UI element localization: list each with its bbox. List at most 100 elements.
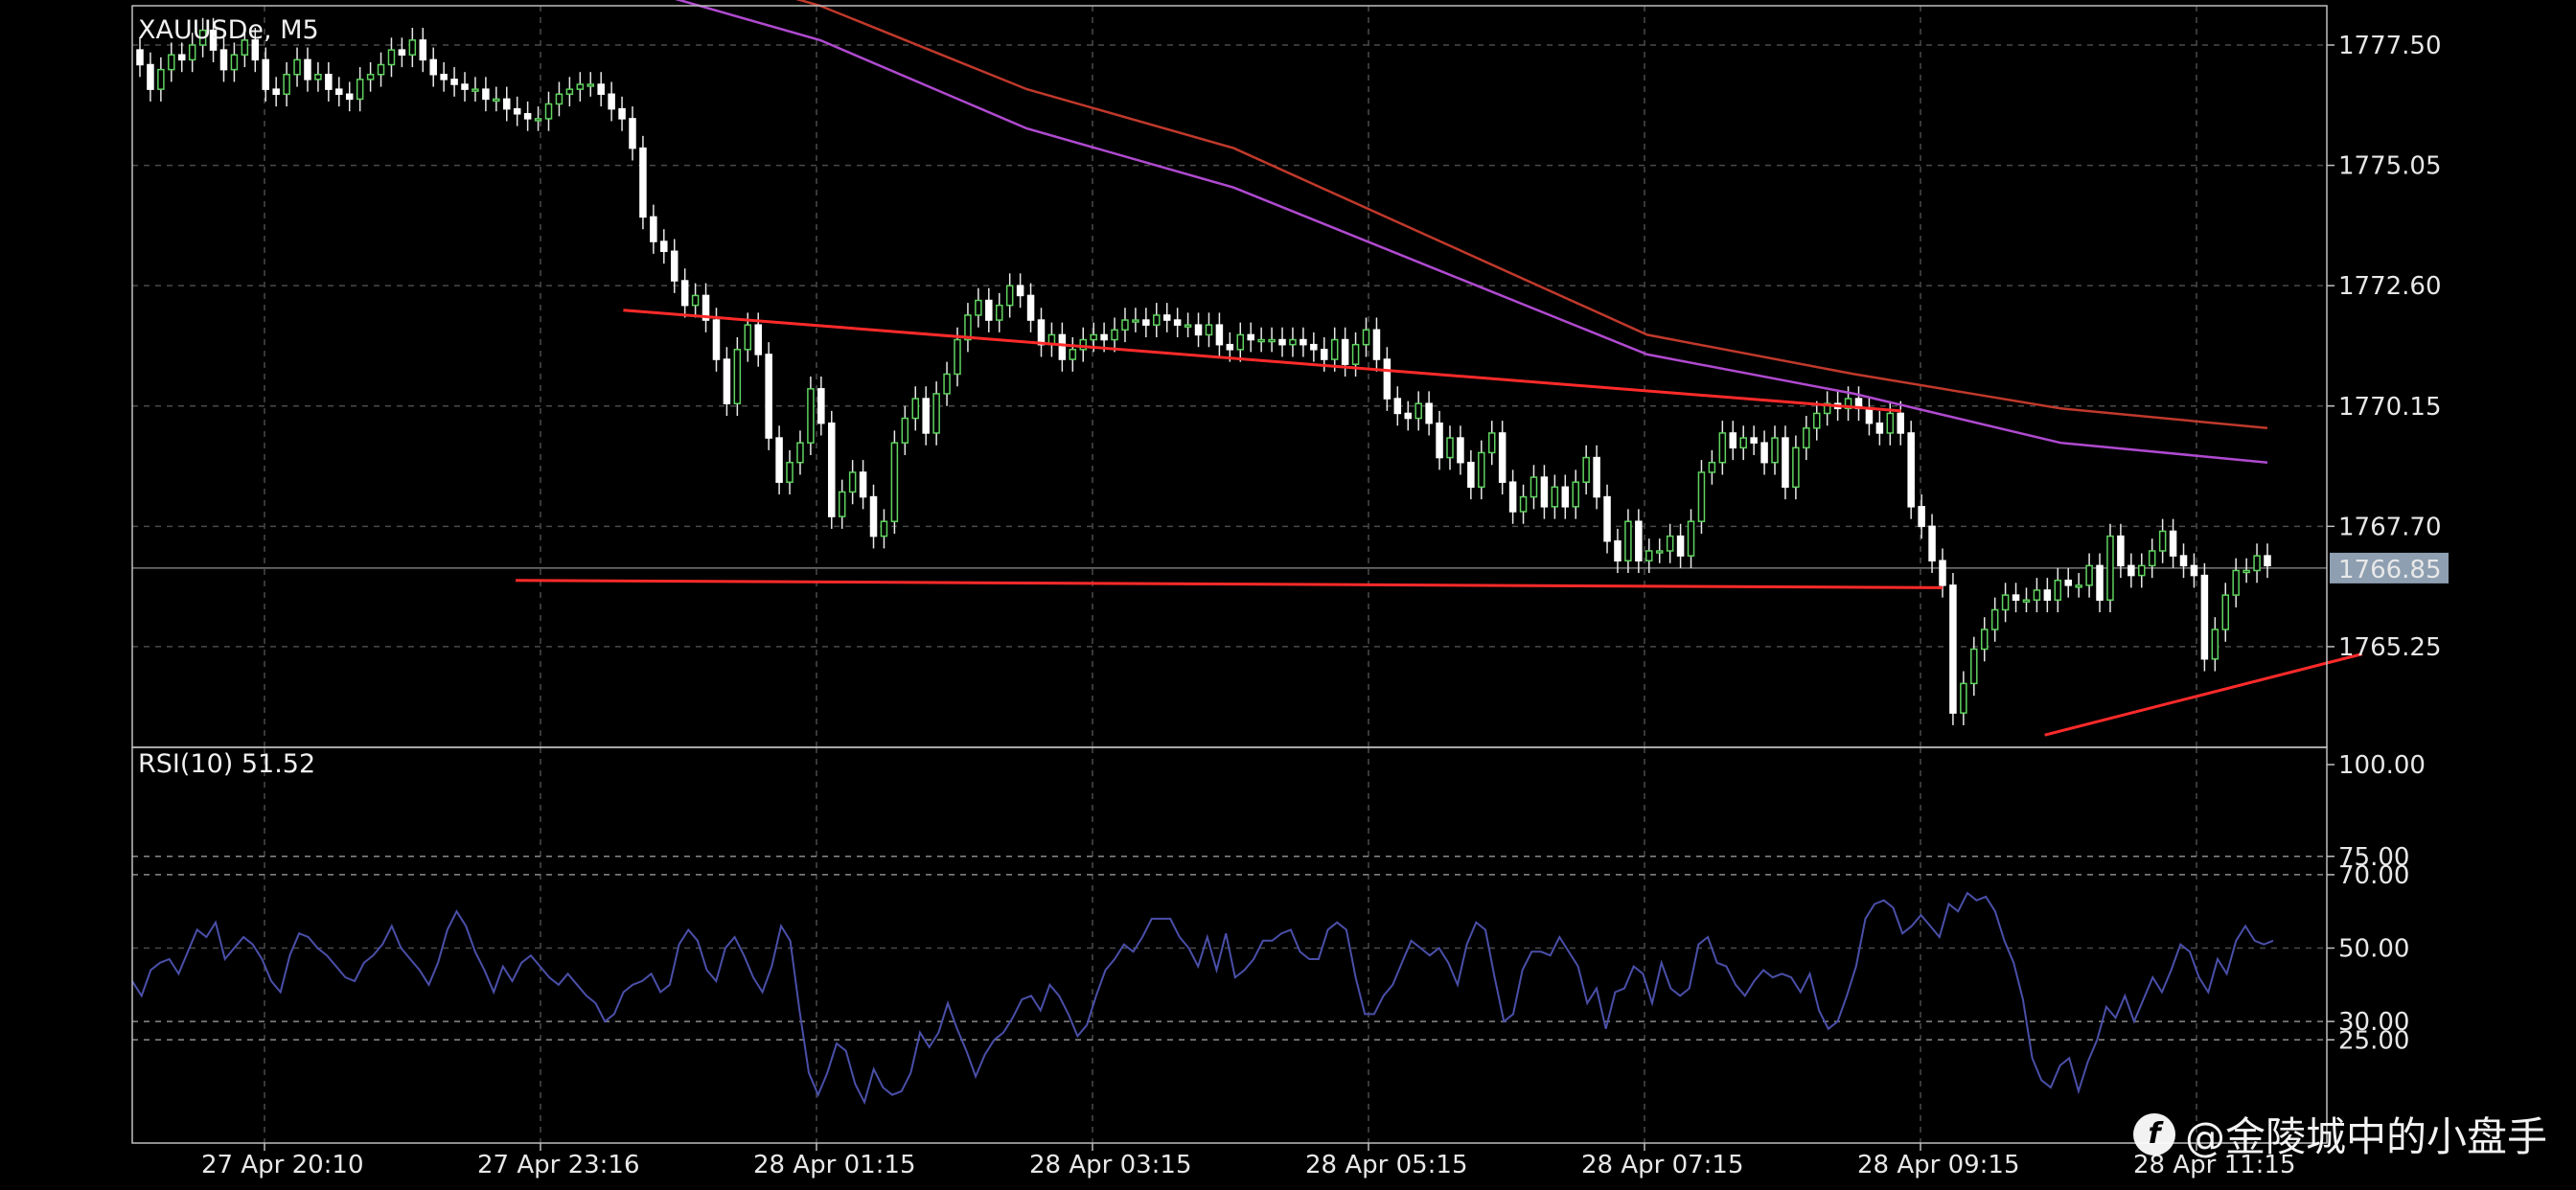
candle-up — [1823, 402, 1831, 415]
watermark-logo-icon: f — [2132, 1112, 2175, 1156]
rsi-panel-border — [131, 746, 2328, 1144]
candle-up — [1739, 437, 1747, 449]
candle-down — [2064, 579, 2072, 586]
current-price-label: 1766.85 — [2338, 556, 2442, 584]
candle-up — [534, 118, 542, 122]
candle-up — [2001, 594, 2010, 611]
candle-down — [1729, 432, 1737, 449]
candle-up — [586, 83, 595, 87]
rsi-line — [131, 891, 2274, 1106]
candle-down — [922, 398, 930, 434]
y-tick-label: 1775.05 — [2338, 152, 2442, 181]
candle-up — [283, 74, 290, 96]
trendline — [2044, 652, 2363, 737]
candle-up — [807, 388, 815, 444]
candle-up — [2221, 594, 2230, 630]
candle-up — [198, 29, 207, 46]
candle-up — [2075, 584, 2082, 588]
candle-up — [157, 68, 165, 90]
candle-down — [1173, 319, 1182, 326]
candle-down — [1247, 333, 1254, 341]
candle-up — [241, 39, 249, 57]
candle-down — [1897, 412, 1904, 434]
y-tick-label: 1777.50 — [2338, 32, 2442, 60]
candle-up — [1582, 456, 1590, 483]
candle-down — [1750, 437, 1758, 444]
candle-up — [2158, 530, 2167, 552]
rsi-tick-label: 70.00 — [2338, 861, 2409, 890]
candle-down — [251, 39, 260, 61]
candle-down — [1907, 432, 1915, 508]
candle-up — [1446, 437, 1454, 459]
moving-average-line — [795, 0, 2268, 430]
candle-up — [943, 373, 951, 395]
candle-up — [1990, 608, 1999, 630]
candle-up — [1132, 319, 1139, 323]
y-tick-label: 1767.70 — [2338, 513, 2442, 541]
y-tick-label: 1770.15 — [2338, 393, 2442, 422]
rsi-tick-label: 50.00 — [2338, 935, 2409, 964]
y-tick-label: 1772.60 — [2338, 272, 2442, 301]
candle-up — [1487, 432, 1496, 454]
candle-up — [555, 93, 564, 105]
candle-down — [1300, 338, 1307, 346]
candle-up — [1519, 495, 1528, 513]
candle-up — [838, 491, 846, 517]
candle-down — [1215, 324, 1224, 346]
candle-up — [1111, 329, 1118, 341]
candle-down — [597, 83, 605, 96]
candle-down — [765, 354, 772, 439]
candle-down — [775, 437, 783, 483]
candle-up — [890, 442, 899, 522]
candle-down — [1949, 584, 1957, 714]
candle-down — [345, 93, 354, 101]
chart-title: XAUUSDe, M5 — [138, 15, 319, 45]
candle-up — [2211, 629, 2220, 660]
candle-down — [1037, 319, 1046, 346]
candle-up — [188, 44, 196, 61]
candle-down — [1321, 349, 1328, 360]
candle-up — [1478, 451, 1485, 489]
candle-down — [2128, 564, 2135, 577]
current-price-badge — [2330, 552, 2449, 584]
watermark: f @金陵城中的小盘手 — [2132, 1105, 2547, 1163]
candle-down — [1498, 432, 1506, 483]
rsi-tick-label: 25.00 — [2338, 1026, 2409, 1055]
candle-up — [932, 393, 940, 434]
candle-up — [1205, 324, 1213, 336]
candle-down — [461, 83, 469, 90]
candle-up — [1960, 682, 1967, 714]
candle-down — [2096, 564, 2104, 601]
candle-up — [744, 324, 752, 351]
candle-down — [1425, 402, 1433, 424]
candle-up — [230, 54, 239, 71]
price-panel — [132, 0, 2363, 737]
candle-down — [985, 299, 993, 321]
candle-up — [1236, 333, 1245, 351]
candle-up — [1330, 338, 1339, 360]
candle-down — [1760, 442, 1768, 464]
candle-down — [325, 74, 333, 90]
candle-down — [1540, 476, 1549, 508]
candle-up — [1645, 550, 1653, 561]
moving-average-line — [675, 0, 2268, 464]
candle-up — [964, 314, 972, 341]
candle-up — [2085, 564, 2093, 586]
candle-down — [429, 58, 437, 76]
candle-down — [702, 294, 710, 321]
candle-up — [1414, 402, 1422, 420]
candle-up — [1121, 319, 1129, 332]
candle-up — [1351, 343, 1360, 365]
x-tick-label: 28 Apr 03:15 — [1029, 1151, 1192, 1179]
candle-up — [493, 98, 500, 103]
candle-down — [503, 98, 511, 110]
candle-down — [2179, 555, 2188, 567]
candle-down — [177, 54, 186, 61]
candle-up — [911, 398, 920, 420]
rsi-tick-label: 100.00 — [2338, 751, 2426, 780]
candle-down — [513, 107, 521, 115]
candle-up — [2106, 535, 2114, 601]
candle-up — [2138, 564, 2146, 577]
candle-up — [1771, 437, 1779, 464]
